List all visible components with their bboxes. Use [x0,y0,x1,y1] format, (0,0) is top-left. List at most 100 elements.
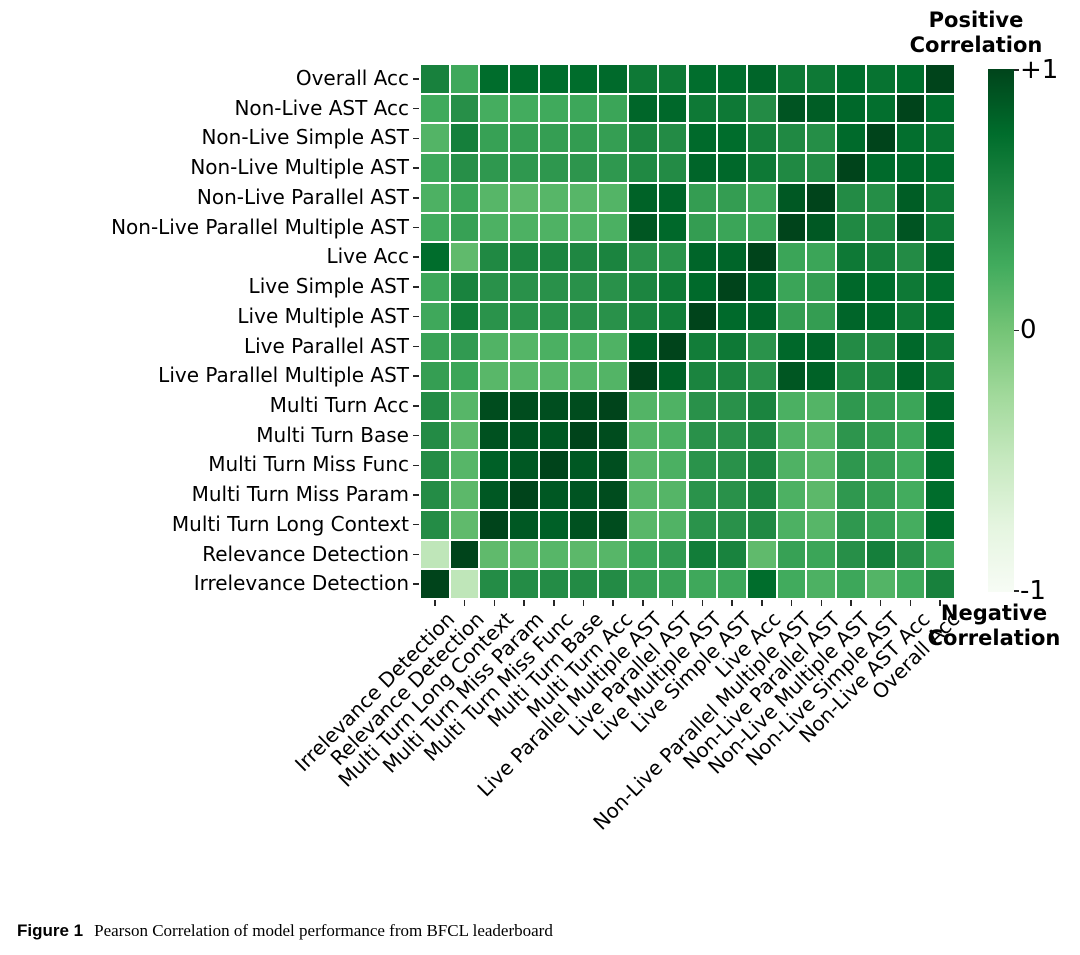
heatmap-cell [599,154,628,182]
heatmap-cell [539,124,568,153]
heatmap-cell [777,273,806,301]
heatmap-cell [926,154,954,182]
heatmap-cell [837,362,865,390]
heatmap-cell [747,124,776,153]
heatmap-cell [658,481,687,509]
heatmap-cell [866,421,895,450]
heatmap-cell [688,65,717,93]
heatmap-cell [807,451,836,480]
heatmap-cell [658,391,687,420]
heatmap-cell [926,65,954,93]
heatmap-cell [539,421,568,450]
heatmap-cell [629,302,657,331]
heatmap-cell [718,124,746,153]
x-axis-tick [879,600,882,606]
heatmap-cell [926,94,954,123]
heatmap-cell [539,65,568,93]
heatmap-cell [599,183,628,212]
heatmap-cell [599,451,628,480]
heatmap-cell [688,213,717,242]
heatmap-cell [747,481,776,509]
y-axis-tick [413,197,419,199]
heatmap-cell [718,213,746,242]
heatmap-cell [777,332,806,361]
heatmap-cell [747,183,776,212]
heatmap-cell [718,540,746,569]
x-axis-tick [553,600,555,606]
heatmap-cell [569,481,598,509]
heatmap-cell [629,154,657,182]
heatmap-cell [718,570,746,598]
heatmap-cell [837,183,865,212]
heatmap-cell [480,273,509,301]
heatmap-cell [569,94,598,123]
heatmap-cell [421,391,449,420]
heatmap-cell [807,213,836,242]
heatmap-cell [896,213,925,242]
heatmap-cell [539,540,568,569]
heatmap-cell [807,302,836,331]
heatmap-cell [421,540,449,569]
heatmap-cell [688,510,717,539]
heatmap-cell [718,243,746,272]
y-axis-label: Non-Live Simple AST [201,125,409,150]
y-axis-tick [413,137,419,140]
heatmap-cell [658,570,687,598]
heatmap-cell [747,154,776,182]
heatmap-cell [480,124,509,153]
heatmap-cell [569,243,598,272]
heatmap-cell [926,302,954,331]
heatmap-cell [421,570,449,598]
heatmap-cell [688,183,717,212]
heatmap-cell [629,391,657,420]
heatmap-cell [777,213,806,242]
heatmap-cell [569,362,598,390]
heatmap-cell [510,273,538,301]
heatmap-cell [866,124,895,153]
heatmap-cell [599,65,628,93]
heatmap-cell [866,451,895,480]
heatmap-cell [896,124,925,153]
heatmap-cell [658,362,687,390]
heatmap-cell [896,243,925,272]
y-axis-label: Live Multiple AST [237,303,409,328]
heatmap-cell [421,451,449,480]
heatmap-cell [777,124,806,153]
heatmap-cell [450,451,479,480]
heatmap-cell [599,362,628,390]
heatmap-cell [658,124,687,153]
heatmap-cell [480,183,509,212]
heatmap-cell [421,154,449,182]
heatmap-cell [807,570,836,598]
heatmap-cell [599,213,628,242]
heatmap-cell [866,481,895,509]
x-axis-tick [761,600,763,606]
heatmap-cell [807,273,836,301]
heatmap-cell [510,124,538,153]
heatmap-cell [688,451,717,480]
heatmap-cell [777,540,806,569]
heatmap-cell [747,391,776,420]
heatmap-cell [926,570,954,598]
x-axis-tick [671,600,674,606]
heatmap-cell [539,510,568,539]
heatmap-cell [510,540,538,569]
y-axis-tick [413,167,419,169]
heatmap-cell [896,421,925,450]
heatmap-cell [747,332,776,361]
heatmap-cell [896,481,925,509]
heatmap-cell [688,154,717,182]
x-axis-tick [939,600,941,606]
heatmap-cell [688,540,717,569]
heatmap-cell [926,481,954,509]
heatmap-cell [599,421,628,450]
heatmap-cell [539,362,568,390]
heatmap-cell [569,183,598,212]
heatmap-cell [599,302,628,331]
heatmap-cell [629,451,657,480]
x-axis-tick [463,600,466,606]
heatmap-cell [569,451,598,480]
heatmap-cell [480,421,509,450]
heatmap-cell [421,302,449,331]
heatmap-cell [777,570,806,598]
